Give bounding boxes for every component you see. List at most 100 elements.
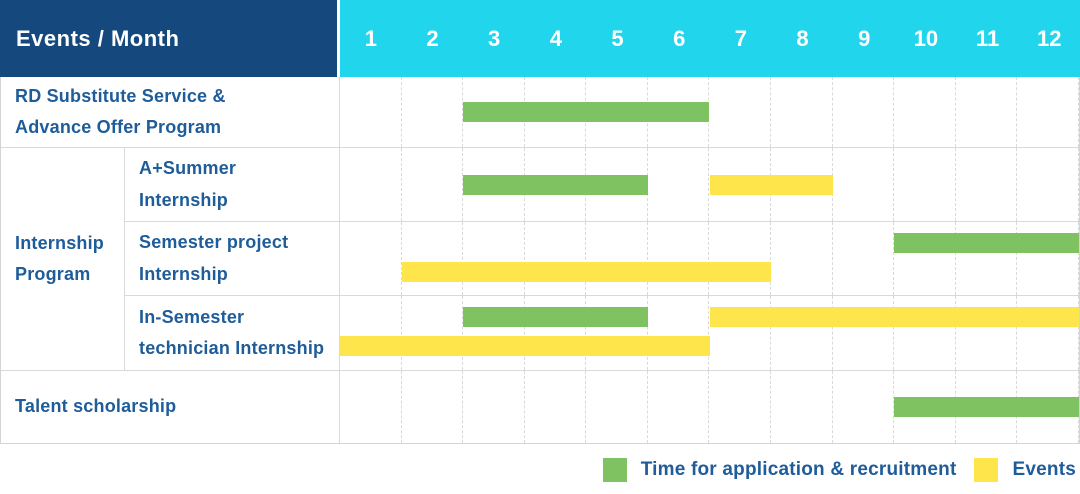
- events-bar-a-plus-summer-internship: [709, 174, 833, 195]
- legend-swatch-application_green: [602, 457, 627, 482]
- month-gridline-cell: [894, 222, 956, 295]
- month-gridline-cell: [956, 148, 1018, 221]
- month-gridline-cell: [525, 222, 587, 295]
- month-gridline-cell: [894, 148, 956, 221]
- application-bar-semester-project-internship: [894, 233, 1079, 253]
- month-header-5: 5: [611, 25, 624, 51]
- events-bar-semester-project-internship: [401, 262, 772, 282]
- table-header-row: Events / Month 1 2 3 4 5 6 7 8 9 10 11 12: [0, 0, 1080, 77]
- legend-swatch-events_yellow: [974, 457, 999, 482]
- events-bar-in-semester-technician-internship: [709, 307, 1079, 327]
- application-bar-rd-substitute-service: [463, 102, 710, 122]
- month-header-10: 10: [913, 25, 939, 51]
- month-gridline-cell: [709, 77, 772, 147]
- month-header-7: 7: [734, 25, 747, 51]
- month-gridline-cell: [1017, 77, 1079, 147]
- legend-label-application_green: Time for application & recruitment: [640, 458, 957, 480]
- sub-rows-internship-program: A+Summer Internship Semester project Inte…: [125, 148, 1079, 370]
- row-in-semester-technician-internship: In-Semester technician Internship: [125, 296, 1079, 370]
- chart-area-talent-scholarship: [340, 371, 1079, 443]
- month-gridline-cell: [586, 222, 648, 295]
- month-gridline-cell: [833, 222, 895, 295]
- chart-area-a-plus-summer-internship: [340, 148, 1079, 221]
- month-header-strip: 1 2 3 4 5 6 7 8 9 10 11 12: [340, 0, 1080, 77]
- month-gridline-cell: [833, 296, 895, 370]
- month-gridline-cell: [894, 77, 956, 147]
- month-gridline-cell: [525, 296, 587, 370]
- row-label-talent-scholarship: Talent scholarship: [1, 371, 340, 443]
- month-gridline-cell: [771, 222, 833, 295]
- group-row-internship-program: Internship Program A+Summer Internship Sem…: [1, 148, 1079, 371]
- group-label-internship-program: Internship Program: [1, 148, 125, 370]
- events-month-header-label: Events / Month: [16, 25, 180, 51]
- month-gridline-cell: [586, 296, 648, 370]
- row-semester-project-internship: Semester project Internship: [125, 222, 1079, 296]
- month-gridline-cell: [402, 371, 464, 443]
- month-gridline-cell: [340, 371, 402, 443]
- row-label-rd-substitute-service: RD Substitute Service & Advance Offer Pr…: [1, 77, 340, 147]
- month-gridline-cell: [956, 296, 1018, 370]
- month-gridline-cell: [402, 77, 464, 147]
- month-header-4: 4: [549, 25, 562, 51]
- chart-area-rd-substitute-service: [340, 77, 1079, 147]
- month-gridline-cell: [648, 148, 710, 221]
- month-gridline-cell: [340, 148, 402, 221]
- month-gridline-cell: [709, 222, 772, 295]
- application-bar-talent-scholarship: [894, 397, 1079, 417]
- row-a-plus-summer-internship: A+Summer Internship: [125, 148, 1079, 222]
- month-header-3: 3: [488, 25, 501, 51]
- row-rd-substitute-service: RD Substitute Service & Advance Offer Pr…: [1, 77, 1079, 148]
- month-header-9: 9: [858, 25, 871, 51]
- month-header-11: 11: [975, 25, 1000, 51]
- month-gridline-cell: [586, 371, 648, 443]
- month-gridline-cell: [956, 77, 1018, 147]
- month-gridline-cell: [340, 77, 402, 147]
- month-gridline-cell: [1017, 148, 1079, 221]
- month-gridline-cell: [833, 148, 895, 221]
- month-gridline-cell: [833, 77, 895, 147]
- month-gridline-cell: [463, 222, 525, 295]
- legend-item-application_green: Time for application & recruitment: [602, 457, 957, 482]
- month-gridline-cell: [402, 222, 464, 295]
- month-gridline-cell: [709, 371, 772, 443]
- row-label-semester-project-internship: Semester project Internship: [125, 222, 340, 295]
- month-gridline-cell: [340, 296, 402, 370]
- month-gridline-cell: [894, 296, 956, 370]
- month-gridline-cell: [463, 296, 525, 370]
- month-header-12: 12: [1036, 25, 1062, 51]
- month-gridline-cell: [1017, 222, 1079, 295]
- chart-area-in-semester-technician-internship: [340, 296, 1079, 370]
- month-gridline-cell: [709, 296, 772, 370]
- legend-item-events_yellow: Events: [974, 457, 1076, 482]
- month-header-6: 6: [673, 25, 686, 51]
- month-gridline-cell: [340, 222, 402, 295]
- month-header-8: 8: [796, 25, 809, 51]
- month-gridline-cell: [771, 77, 833, 147]
- month-gridline-cell: [648, 371, 710, 443]
- month-header-1: 1: [364, 25, 377, 51]
- month-gridline-cell: [402, 296, 464, 370]
- legend: Time for application & recruitment Events: [0, 444, 1080, 494]
- row-talent-scholarship: Talent scholarship: [1, 371, 1079, 443]
- month-gridline-cell: [648, 296, 710, 370]
- month-gridline-cell: [525, 371, 587, 443]
- month-gridline-cell: [771, 371, 833, 443]
- month-gridline-cell: [956, 222, 1018, 295]
- row-label-a-plus-summer-internship: A+Summer Internship: [125, 148, 340, 221]
- chart-area-semester-project-internship: [340, 222, 1079, 295]
- month-gridline-cell: [402, 148, 464, 221]
- application-bar-in-semester-technician-internship: [463, 307, 648, 327]
- month-header-2: 2: [426, 25, 439, 51]
- events-bar-in-semester-technician-internship: [340, 336, 710, 356]
- month-gridline-cell: [463, 371, 525, 443]
- row-label-in-semester-technician-internship: In-Semester technician Internship: [125, 296, 340, 370]
- month-gridline-cell: [833, 371, 895, 443]
- application-bar-a-plus-summer-internship: [463, 174, 648, 195]
- month-gridline-cell: [648, 222, 710, 295]
- month-gridline-cell: [1017, 296, 1079, 370]
- month-gridline-cell: [771, 296, 833, 370]
- legend-label-events_yellow: Events: [1012, 458, 1076, 480]
- events-month-header-cell: Events / Month: [0, 0, 340, 77]
- table-body: RD Substitute Service & Advance Offer Pr…: [0, 77, 1080, 444]
